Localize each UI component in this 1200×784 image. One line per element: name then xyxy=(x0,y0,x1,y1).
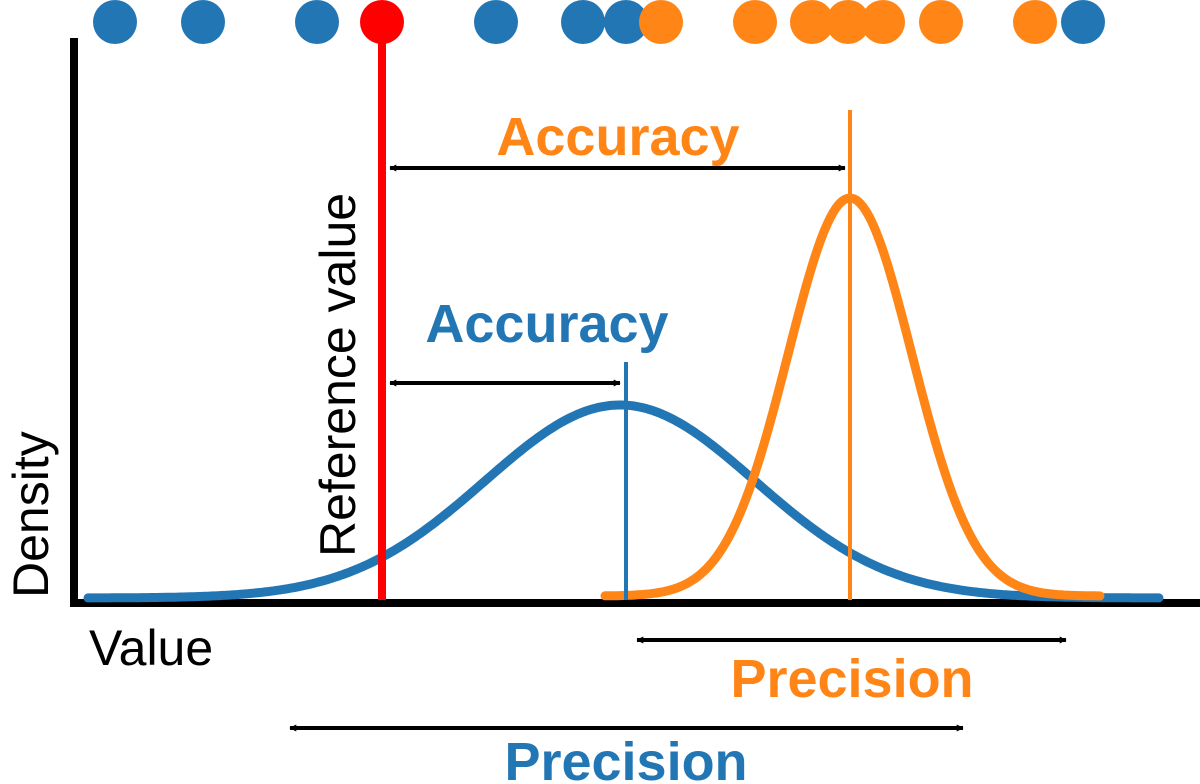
y-axis-label: Density xyxy=(3,431,59,598)
x-axis-label: Value xyxy=(89,620,213,676)
sample-dot-orange xyxy=(861,0,905,44)
sample-dot-orange xyxy=(790,0,834,44)
orange-accuracy-label: Accuracy xyxy=(496,107,739,167)
sample-dots xyxy=(93,0,1105,44)
sample-dot-blue xyxy=(181,0,225,44)
reference-value-label: Reference value xyxy=(310,193,366,557)
sample-dot-blue xyxy=(295,0,339,44)
sample-dot-orange xyxy=(1013,0,1057,44)
sample-dot-orange xyxy=(639,0,683,44)
sample-dot-orange xyxy=(733,0,777,44)
sample-dot-blue xyxy=(93,0,137,44)
orange-precision-label: Precision xyxy=(730,649,973,709)
sample-dot-orange xyxy=(919,0,963,44)
orange-density-curve xyxy=(600,193,1105,601)
blue-density-curve xyxy=(83,400,1164,603)
sample-dot-blue xyxy=(561,0,605,44)
blue-accuracy-label: Accuracy xyxy=(425,294,668,354)
blue-precision-label: Precision xyxy=(504,732,747,784)
sample-dot-orange xyxy=(826,0,870,44)
sample-dot-blue xyxy=(604,0,648,44)
sample-dot-blue xyxy=(1061,0,1105,44)
sample-dot-blue xyxy=(474,0,518,44)
